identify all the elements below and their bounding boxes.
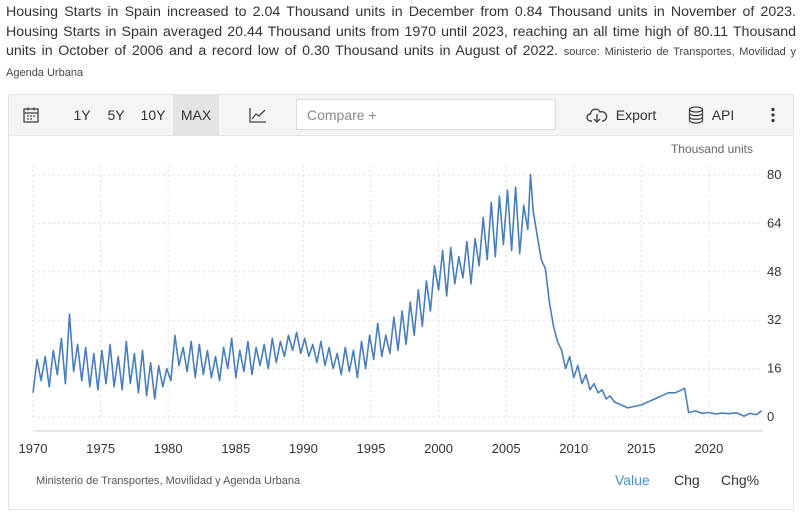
x-tick-label: 1990	[289, 441, 318, 456]
compare-input[interactable]	[296, 99, 556, 130]
range-10y-button[interactable]: 10Y	[140, 107, 166, 123]
tab-chg[interactable]: Chg	[674, 472, 700, 488]
more-options-icon[interactable]	[761, 95, 785, 135]
x-tick-label: 2005	[492, 441, 521, 456]
cloud-download-icon	[586, 107, 608, 123]
range-1y-button[interactable]: 1Y	[73, 107, 91, 123]
y-tick-label: 0	[767, 409, 774, 424]
x-tick-label: 1975	[86, 441, 115, 456]
line-chart-icon[interactable]	[243, 95, 273, 135]
database-icon	[688, 106, 704, 124]
y-tick-label: 32	[767, 312, 781, 327]
range-5y-button[interactable]: 5Y	[107, 107, 125, 123]
x-tick-label: 2020	[694, 441, 723, 456]
chart-toolbar: 1Y 5Y 10Y MAX Export API	[9, 95, 793, 136]
range-max-button[interactable]: MAX	[173, 95, 219, 135]
series-line	[32, 173, 763, 417]
y-tick-label: 16	[767, 361, 781, 376]
tab-value[interactable]: Value	[615, 472, 650, 488]
x-tick-label: 1985	[221, 441, 250, 456]
line-chart: Thousand units 1970 1975 1980 1985 1990 1995 2…	[19, 142, 782, 456]
footer-source: Ministerio de Transportes, Movilidad y A…	[36, 475, 301, 487]
export-label: Export	[615, 107, 657, 123]
x-tick-label: 2000	[424, 441, 453, 456]
chart-panel: 1Y 5Y 10Y MAX Export API Thousand units …	[8, 94, 794, 510]
calendar-icon[interactable]	[17, 95, 45, 135]
export-button[interactable]: Export	[581, 95, 661, 135]
description-text: Housing Starts in Spain increased to 2.0…	[6, 4, 796, 59]
api-button[interactable]: API	[683, 95, 739, 135]
y-tick-label: 80	[767, 167, 781, 182]
api-label: API	[711, 107, 735, 123]
y-tick-label: 48	[767, 264, 781, 279]
x-tick-label: 1970	[19, 441, 48, 456]
y-tick-label: 64	[767, 215, 781, 230]
grid	[32, 165, 763, 432]
x-tick-label: 2015	[627, 441, 656, 456]
description: Housing Starts in Spain increased to 2.0…	[6, 3, 796, 83]
axis-ticks: 1970 1975 1980 1985 1990 1995 2000 2005 2010 2015…	[19, 167, 782, 456]
x-tick-label: 2010	[559, 441, 588, 456]
unit-label: Thousand units	[671, 142, 753, 156]
x-tick-label: 1995	[357, 441, 386, 456]
x-tick-label: 1980	[154, 441, 183, 456]
tab-chg-percent[interactable]: Chg%	[721, 472, 760, 488]
description-source: source: Ministerio de Transportes, Movil…	[6, 46, 796, 79]
